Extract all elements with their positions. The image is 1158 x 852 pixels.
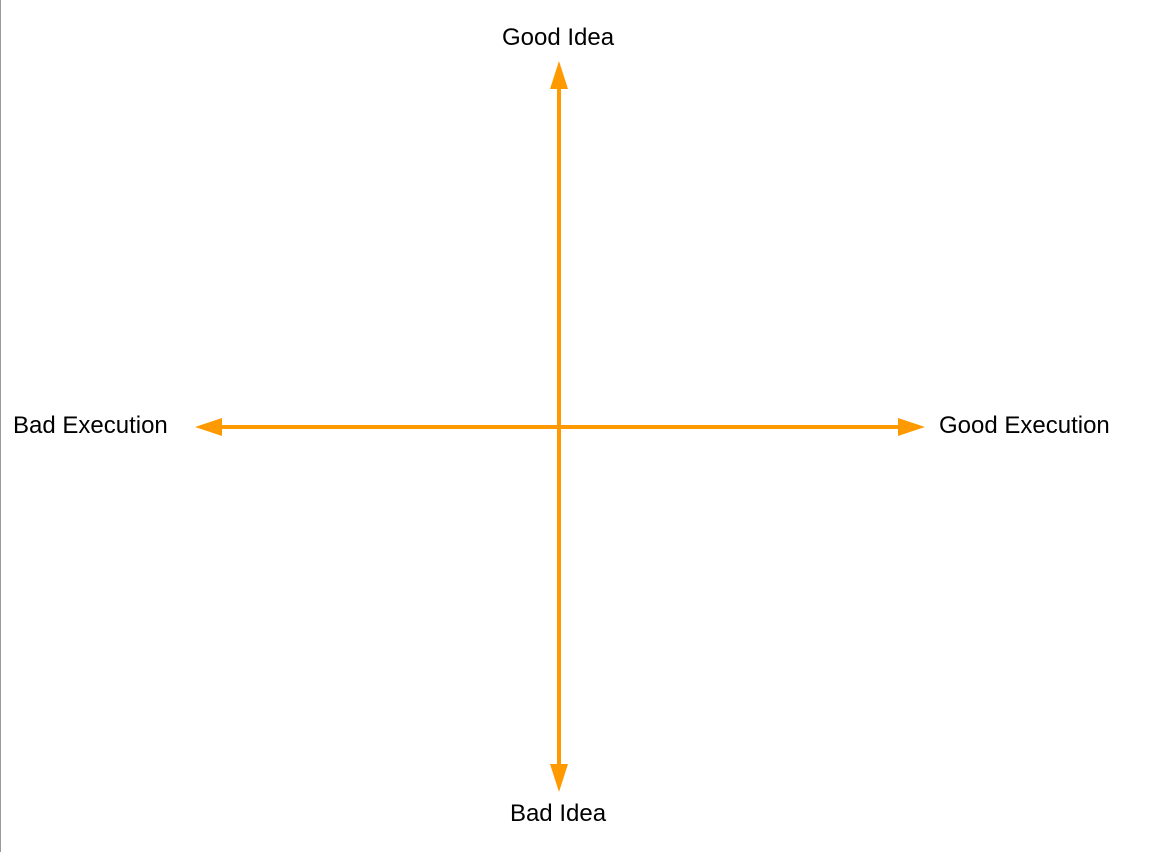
arrowhead-right-icon — [898, 418, 925, 436]
axis-label-good-execution: Good Execution — [939, 412, 1110, 439]
left-border-line — [0, 0, 1, 852]
axis-label-good-idea: Good Idea — [501, 24, 615, 51]
arrowhead-up-icon — [550, 61, 568, 89]
axis-label-bad-idea: Bad Idea — [509, 800, 607, 827]
axis-label-bad-execution: Bad Execution — [13, 412, 168, 439]
arrowhead-left-icon — [195, 418, 222, 436]
arrowhead-down-icon — [550, 764, 568, 792]
